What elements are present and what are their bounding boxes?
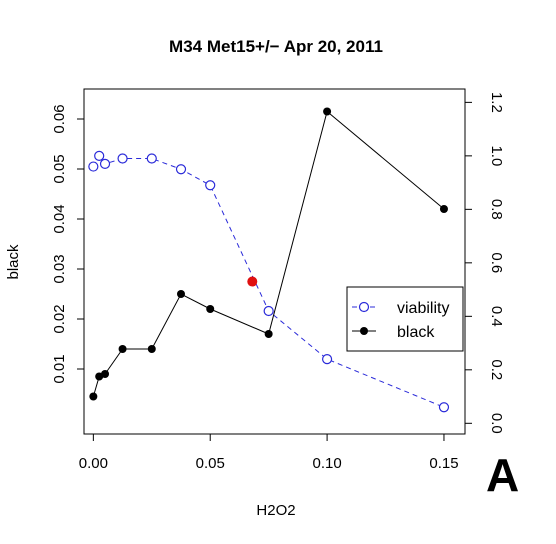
y-axis-left: 0.01 0.02 0.03 0.04 0.05 0.06 — [51, 104, 84, 383]
data-point-viability — [177, 165, 186, 174]
data-point-black — [177, 290, 185, 298]
legend-label-black: black — [397, 324, 435, 341]
y-right-tick-label: 1.2 — [488, 92, 505, 113]
y-right-tick-label: 0.0 — [488, 413, 505, 434]
legend-marker-viability — [360, 303, 369, 312]
y-axis-right: 0.0 0.2 0.4 0.6 0.8 1.0 1.2 — [465, 92, 505, 434]
x-tick-label: 0.15 — [429, 455, 458, 472]
plot-frame — [84, 89, 465, 434]
data-point-black — [148, 345, 156, 353]
y-right-tick-label: 1.0 — [488, 145, 505, 166]
y-left-tick-label: 0.05 — [51, 154, 68, 183]
data-point-black — [89, 393, 97, 401]
y-left-tick-label: 0.04 — [51, 204, 68, 233]
y-left-tick-label: 0.01 — [51, 354, 68, 383]
y-left-tick-label: 0.02 — [51, 304, 68, 333]
y-right-tick-label: 0.2 — [488, 359, 505, 380]
data-point-viability — [439, 403, 448, 412]
panel-label: A — [486, 448, 519, 502]
y-left-tick-label: 0.03 — [51, 254, 68, 283]
data-point-black — [119, 345, 127, 353]
data-point-black — [265, 330, 273, 338]
data-point-viability — [101, 159, 110, 168]
data-point-viability — [147, 154, 156, 163]
x-tick-label: 0.10 — [312, 455, 341, 472]
chart-title: M34 Met15+/− Apr 20, 2011 — [169, 37, 383, 56]
y-axis-label: black — [5, 244, 22, 280]
data-point-black — [101, 370, 109, 378]
data-point-black — [440, 205, 448, 213]
data-point-viability — [264, 306, 273, 315]
y-right-tick-label: 0.6 — [488, 252, 505, 273]
legend-box — [347, 287, 463, 351]
x-axis: 0.00 0.05 0.10 0.15 — [79, 434, 459, 472]
legend-label-viability: viability — [397, 300, 449, 317]
data-point-viability — [89, 162, 98, 171]
data-point-viability — [118, 154, 127, 163]
highlight-point — [247, 277, 257, 287]
y-right-tick-label: 0.8 — [488, 199, 505, 220]
x-tick-label: 0.00 — [79, 455, 108, 472]
legend: viability black — [347, 287, 463, 351]
data-point-viability — [95, 151, 104, 160]
data-point-viability — [206, 181, 215, 190]
x-tick-label: 0.05 — [196, 455, 225, 472]
series-line-black — [93, 112, 444, 397]
series-line-viability — [93, 156, 444, 407]
y-left-tick-label: 0.06 — [51, 104, 68, 133]
series-layer — [89, 108, 449, 412]
data-point-viability — [323, 355, 332, 364]
x-axis-label: H2O2 — [256, 502, 295, 519]
data-point-black — [206, 305, 214, 313]
y-right-tick-label: 0.4 — [488, 306, 505, 327]
legend-marker-black — [360, 327, 368, 335]
data-point-black — [323, 108, 331, 116]
